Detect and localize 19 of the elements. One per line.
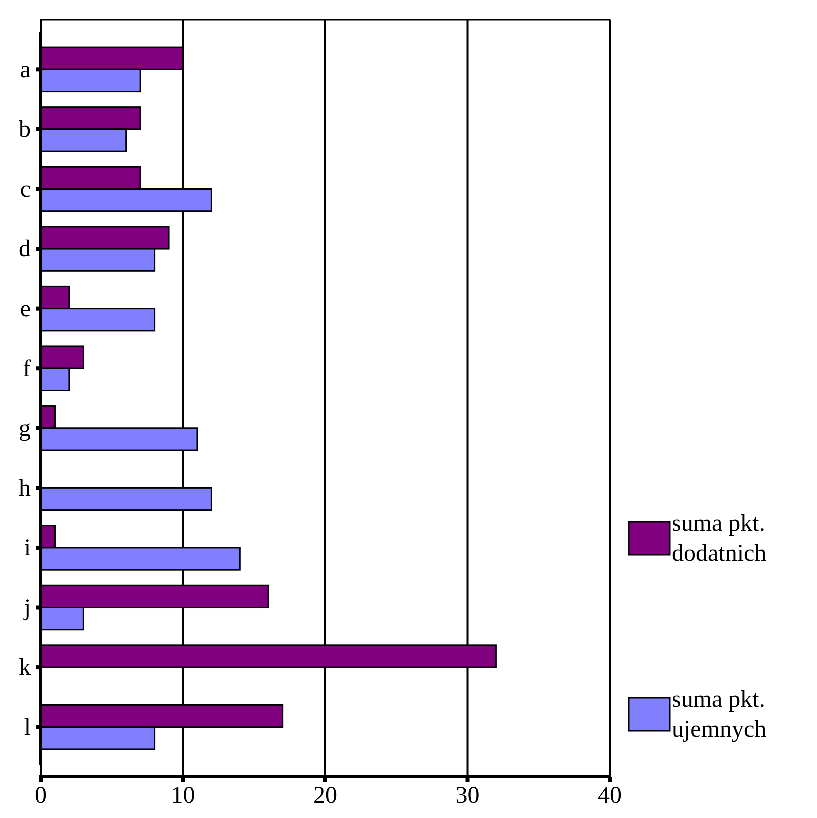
x-tick-label: 0: [35, 783, 47, 810]
x-tick-label: 30: [456, 783, 480, 810]
x-tick-label: 40: [598, 783, 622, 810]
y-tick-label: j: [23, 595, 31, 622]
y-tick-label: i: [24, 536, 32, 562]
y-tick-label: l: [24, 715, 32, 742]
y-tick-label: f: [23, 356, 31, 382]
y-tick-label: d: [19, 236, 31, 263]
y-tick-label: g: [19, 416, 31, 442]
legend-label: suma pkt. dodatnich: [672, 511, 772, 567]
y-tick-label: h: [19, 476, 31, 502]
x-tick-label: 20: [314, 783, 338, 810]
legend-label: suma pkt. ujemnych: [672, 687, 772, 743]
y-tick-label: b: [19, 117, 31, 144]
x-tick-label: 10: [171, 783, 196, 810]
y-tick-label: k: [19, 655, 31, 682]
y-tick-label: c: [20, 176, 31, 203]
y-tick-label: a: [20, 57, 32, 84]
y-tick-label: e: [20, 296, 31, 322]
